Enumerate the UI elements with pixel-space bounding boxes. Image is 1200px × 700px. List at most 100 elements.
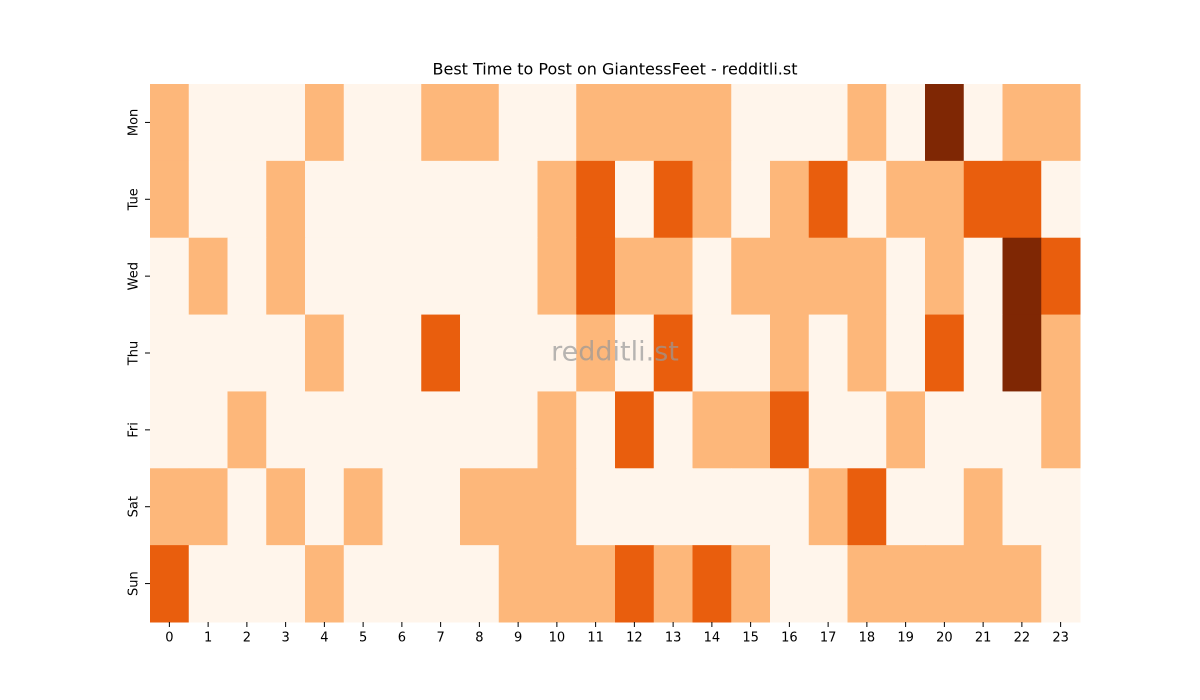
- y-tick-label: Tue: [127, 188, 142, 211]
- heatmap-cell: [692, 237, 732, 316]
- x-tick-label: 8: [475, 631, 483, 646]
- heatmap-cell: [537, 160, 577, 239]
- heatmap-cell: [963, 237, 1003, 316]
- heatmap-cell: [421, 84, 461, 162]
- heatmap-cell: [227, 314, 267, 392]
- heatmap-cell: [460, 468, 500, 546]
- heatmap-cell: [925, 391, 965, 469]
- heatmap-cell: [460, 160, 500, 239]
- heatmap-cell: [460, 84, 500, 162]
- heatmap-cell: [925, 237, 965, 316]
- heatmap-cell: [576, 468, 616, 546]
- heatmap-cell: [498, 160, 538, 239]
- x-tick-label: 9: [514, 631, 522, 646]
- heatmap-cell: [343, 160, 383, 239]
- heatmap-cell: [150, 160, 190, 239]
- y-tick-label: Wed: [127, 262, 142, 290]
- heatmap-cell: [770, 237, 810, 316]
- heatmap-cell: [692, 391, 732, 469]
- heatmap-cell: [305, 160, 345, 239]
- heatmap-cell: [188, 545, 228, 623]
- heatmap-cell: [266, 545, 306, 623]
- heatmap-cell: [227, 545, 267, 623]
- heatmap-cell: [615, 84, 655, 162]
- x-tick-label: 16: [781, 631, 798, 646]
- heatmap-cell: [537, 314, 577, 392]
- heatmap-cell: [150, 545, 190, 623]
- heatmap-cell: [963, 314, 1003, 392]
- heatmap-cell: [188, 391, 228, 469]
- heatmap-cell: [615, 160, 655, 239]
- heatmap-cell: [653, 391, 693, 469]
- heatmap-cell: [150, 237, 190, 316]
- heatmap-cell: [576, 84, 616, 162]
- heatmap-cell: [498, 545, 538, 623]
- x-tick-label: 6: [398, 631, 406, 646]
- heatmap-cell: [847, 314, 887, 392]
- heatmap-cell: [421, 468, 461, 546]
- x-tick-label: 1: [204, 631, 212, 646]
- heatmap-cell: [653, 237, 693, 316]
- heatmap-cell: [1002, 160, 1042, 239]
- heatmap-cell: [808, 545, 848, 623]
- heatmap-cell: [305, 545, 345, 623]
- heatmap-cell: [498, 468, 538, 546]
- heatmap-cell: [498, 84, 538, 162]
- heatmap-cell: [886, 160, 926, 239]
- heatmap-cell: [537, 468, 577, 546]
- heatmap-cell: [576, 545, 616, 623]
- heatmap-cell: [150, 314, 190, 392]
- y-tick-label: Sun: [127, 571, 142, 596]
- heatmap-cell: [537, 237, 577, 316]
- heatmap-cell: [770, 545, 810, 623]
- heatmap-cell: [305, 84, 345, 162]
- x-tick-label: 15: [742, 631, 759, 646]
- heatmap-cell: [382, 545, 422, 623]
- heatmap-cell: [460, 545, 500, 623]
- heatmap-cell: [731, 237, 771, 316]
- heatmap-cell: [266, 391, 306, 469]
- heatmap-cell: [382, 468, 422, 546]
- heatmap-cell: [576, 314, 616, 392]
- heatmap-cell: [615, 314, 655, 392]
- heatmap-cell: [150, 468, 190, 546]
- heatmap-cell: [421, 314, 461, 392]
- heatmap-cell: [770, 314, 810, 392]
- x-tick-label: 23: [1052, 631, 1069, 646]
- heatmap-cell: [382, 160, 422, 239]
- heatmap-cell: [1041, 237, 1081, 316]
- heatmap-cell: [653, 545, 693, 623]
- heatmap-cell: [382, 84, 422, 162]
- heatmap-cell: [266, 314, 306, 392]
- heatmap-cell: [731, 391, 771, 469]
- heatmap-cell: [692, 314, 732, 392]
- heatmap-cell: [615, 545, 655, 623]
- heatmap-cell: [343, 314, 383, 392]
- heatmap-cell: [382, 314, 422, 392]
- heatmap-cell: [886, 84, 926, 162]
- heatmap-cell: [615, 391, 655, 469]
- heatmap-cell: [343, 84, 383, 162]
- heatmap-cell: [886, 391, 926, 469]
- heatmap-cell: [886, 237, 926, 316]
- heatmap-cell: [343, 391, 383, 469]
- heatmap-cell: [1002, 237, 1042, 316]
- heatmap-cell: [731, 160, 771, 239]
- x-tick-label: 5: [359, 631, 367, 646]
- x-tick-label: 2: [243, 631, 251, 646]
- heatmap-cell: [847, 391, 887, 469]
- heatmap-cell: [653, 314, 693, 392]
- heatmap-cell: [188, 237, 228, 316]
- x-tick-label: 20: [936, 631, 953, 646]
- heatmap-cell: [1002, 468, 1042, 546]
- heatmap-cell: [343, 545, 383, 623]
- heatmap-cell: [1041, 160, 1081, 239]
- heatmap-cell: [266, 237, 306, 316]
- heatmap-cell: [653, 468, 693, 546]
- heatmap-cell: [925, 468, 965, 546]
- heatmap-cell: [847, 237, 887, 316]
- heatmap-cell: [963, 468, 1003, 546]
- heatmap-cell: [808, 391, 848, 469]
